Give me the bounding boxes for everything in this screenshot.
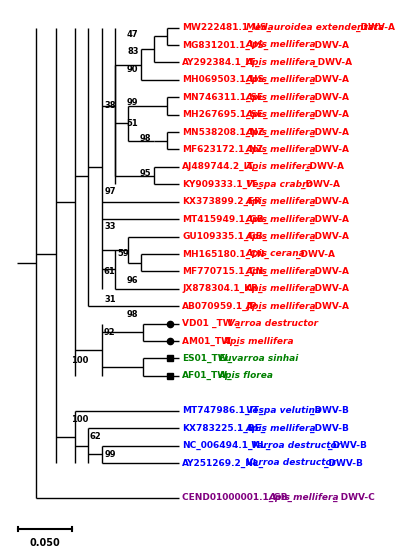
Text: Apis florea: Apis florea (219, 371, 273, 381)
Text: Apis mellifera: Apis mellifera (246, 267, 317, 276)
Text: CEND01000001.1_GB_: CEND01000001.1_GB_ (182, 493, 295, 502)
Text: _DWV-A: _DWV-A (306, 162, 344, 172)
Text: Apis cerana: Apis cerana (246, 250, 306, 258)
Text: Apis mellifera: Apis mellifera (246, 302, 317, 311)
Text: 98: 98 (127, 310, 138, 320)
Text: _DWV-A: _DWV-A (310, 267, 349, 276)
Text: Vespa velutina: Vespa velutina (246, 406, 321, 415)
Text: MH069503.1_US_: MH069503.1_US_ (182, 75, 269, 84)
Text: Euvarroa sinhai: Euvarroa sinhai (219, 354, 298, 363)
Text: _DWV-A: _DWV-A (310, 58, 352, 67)
Text: _DWV-B: _DWV-B (310, 406, 349, 415)
Text: _DWV-A: _DWV-A (310, 92, 349, 102)
Text: Apis mellifera: Apis mellifera (246, 424, 317, 433)
Text: MG831201.1_US_: MG831201.1_US_ (182, 40, 268, 50)
Text: 38: 38 (104, 101, 115, 111)
Text: JX878304.1_KR_: JX878304.1_KR_ (182, 284, 263, 293)
Text: KX373899.2_FR_: KX373899.2_FR_ (182, 197, 265, 206)
Text: MH165180.1_CN_: MH165180.1_CN_ (182, 249, 269, 258)
Text: MW222481.1_US_: MW222481.1_US_ (182, 23, 271, 32)
Text: _DWV-A: _DWV-A (310, 301, 349, 311)
Text: 90: 90 (127, 65, 138, 74)
Text: MT415949.1_GB_: MT415949.1_GB_ (182, 214, 268, 224)
Text: AJ489744.2_IT_: AJ489744.2_IT_ (182, 162, 259, 172)
Text: _ DWV-C: _ DWV-C (333, 493, 375, 502)
Text: Varroa destructor: Varroa destructor (246, 459, 336, 468)
Text: Apis mellifera: Apis mellifera (246, 41, 317, 50)
Text: ES01_TW_: ES01_TW_ (182, 354, 232, 363)
Text: _DWV-A: _DWV-A (310, 214, 349, 224)
Text: AY292384.1_IT_: AY292384.1_IT_ (182, 58, 261, 67)
Text: _DWV-A: _DWV-A (310, 284, 349, 293)
Text: _DWV-B: _DWV-B (310, 424, 349, 433)
Text: 51: 51 (127, 119, 138, 128)
Text: 59: 59 (117, 250, 129, 258)
Text: Apis mellifera: Apis mellifera (246, 128, 317, 136)
Text: VD01 _TW _: VD01 _TW _ (182, 319, 240, 328)
Text: Apis mellifera: Apis mellifera (246, 232, 317, 241)
Text: 99: 99 (104, 450, 115, 459)
Text: Varroa destructor: Varroa destructor (228, 319, 318, 328)
Text: Apis melifera: Apis melifera (246, 162, 314, 172)
Text: 96: 96 (127, 276, 138, 284)
Text: Apis mellifera: Apis mellifera (246, 75, 317, 84)
Text: Apis mellifera: Apis mellifera (269, 493, 340, 502)
Text: 100: 100 (71, 356, 89, 365)
Text: 0.050: 0.050 (30, 538, 60, 548)
Text: AB070959.1_JP_: AB070959.1_JP_ (182, 301, 262, 311)
Text: 62: 62 (90, 432, 101, 441)
Text: 100: 100 (71, 415, 89, 424)
Text: _DWV-A: _DWV-A (310, 110, 349, 119)
Text: MT747986.1_IT_: MT747986.1_IT_ (182, 406, 263, 415)
Text: GU109335.1_GB_: GU109335.1_GB_ (182, 232, 267, 241)
Text: KX783225.1_BE_: KX783225.1_BE_ (182, 424, 265, 433)
Text: 92: 92 (104, 328, 115, 337)
Text: Apis mellifera: Apis mellifera (246, 110, 317, 119)
Text: MH267695.1_SE_: MH267695.1_SE_ (182, 110, 268, 119)
Text: 47: 47 (127, 30, 138, 39)
Text: 99: 99 (127, 98, 138, 107)
Text: 83: 83 (127, 47, 138, 57)
Text: AF01_TW_: AF01_TW_ (182, 371, 233, 381)
Text: _DWV-A: _DWV-A (310, 75, 349, 84)
Text: MF623172.1_NZ_: MF623172.1_NZ_ (182, 145, 267, 154)
Text: Apis mellifera: Apis mellifera (246, 58, 317, 67)
Text: AY251269.2_NL_: AY251269.2_NL_ (182, 458, 264, 468)
Text: Apis mellifera: Apis mellifera (246, 197, 317, 206)
Text: Varroa destructor: Varroa destructor (251, 441, 341, 450)
Text: MN538208.1_NZ_: MN538208.1_NZ_ (182, 128, 269, 136)
Text: _DWV-B: _DWV-B (324, 458, 363, 468)
Text: _DWV-A: _DWV-A (310, 232, 349, 241)
Text: Apis mellifera: Apis mellifera (223, 337, 294, 345)
Text: Apis mellifera: Apis mellifera (246, 145, 317, 154)
Text: 33: 33 (104, 222, 115, 230)
Text: _DWV-A: _DWV-A (310, 40, 349, 50)
Text: 98: 98 (140, 135, 152, 144)
Text: _DWV-A: _DWV-A (310, 197, 349, 206)
Text: AM01_TW _: AM01_TW _ (182, 337, 239, 345)
Text: Apis mellifera: Apis mellifera (246, 214, 317, 224)
Text: NC_006494.1_NL_: NC_006494.1_NL_ (182, 441, 270, 450)
Text: MN746311.1_SE_: MN746311.1_SE_ (182, 92, 268, 102)
Text: _DWV-B: _DWV-B (328, 441, 367, 450)
Text: Apis mellifera: Apis mellifera (246, 93, 317, 102)
Text: _DWV-A: _DWV-A (310, 145, 349, 154)
Text: _DWV-A: _DWV-A (301, 180, 340, 189)
Text: 61: 61 (104, 267, 115, 276)
Text: _DWV-A: _DWV-A (356, 23, 395, 32)
Text: 31: 31 (104, 295, 115, 304)
Text: MF770715.1_CN_: MF770715.1_CN_ (182, 267, 268, 276)
Text: KY909333.1_IT_: KY909333.1_IT_ (182, 180, 261, 189)
Text: _DWV-A: _DWV-A (310, 128, 349, 136)
Text: Apis mellifera: Apis mellifera (246, 284, 317, 293)
Text: 95: 95 (140, 169, 152, 178)
Text: Medauroidea extendentata: Medauroidea extendentata (246, 23, 384, 32)
Text: Vespa crabro: Vespa crabro (246, 180, 313, 189)
Text: _DWV-A: _DWV-A (296, 249, 335, 258)
Text: 97: 97 (104, 187, 115, 196)
